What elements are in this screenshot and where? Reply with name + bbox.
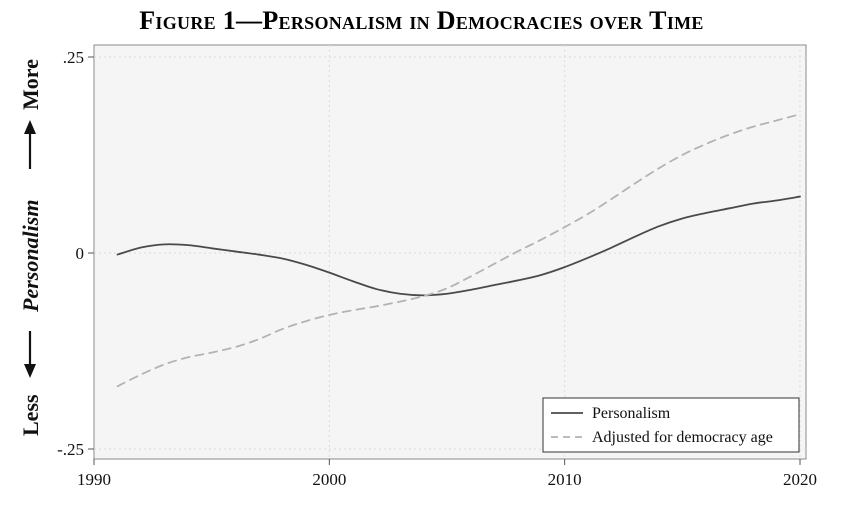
plot-area [93, 44, 807, 460]
series-line-personalism [116, 195, 801, 297]
y-axis-label-more: More [18, 59, 43, 110]
grid-lines [94, 45, 806, 459]
legend-box [542, 397, 800, 453]
x-tick-label: 2010 [548, 470, 582, 489]
series-lines [116, 113, 801, 388]
series-line-adjusted-for-democracy-age [116, 113, 801, 388]
axes: -.25 0 .25 1990 2000 2010 2020 [57, 48, 817, 489]
legend: Personalism Adjusted for democracy age [542, 397, 800, 453]
y-axis-title: Less Personalism More [18, 59, 43, 436]
y-axis-label: Personalism [18, 200, 43, 313]
legend-label-adjusted: Adjusted for democracy age [592, 429, 773, 446]
y-tick-label: 0 [76, 244, 85, 263]
y-tick-label: .25 [63, 48, 84, 67]
arrow-down-icon [24, 331, 36, 378]
legend-label-personalism: Personalism [592, 405, 671, 422]
x-tick-label: 1990 [77, 470, 111, 489]
chart-title: Figure 1—Personalism in Democracies over… [139, 6, 704, 35]
x-tick-label: 2020 [783, 470, 817, 489]
arrow-up-icon [24, 120, 36, 169]
x-tick-label: 2000 [312, 470, 346, 489]
y-tick-label: -.25 [57, 440, 84, 459]
y-axis-label-less: Less [18, 394, 43, 436]
